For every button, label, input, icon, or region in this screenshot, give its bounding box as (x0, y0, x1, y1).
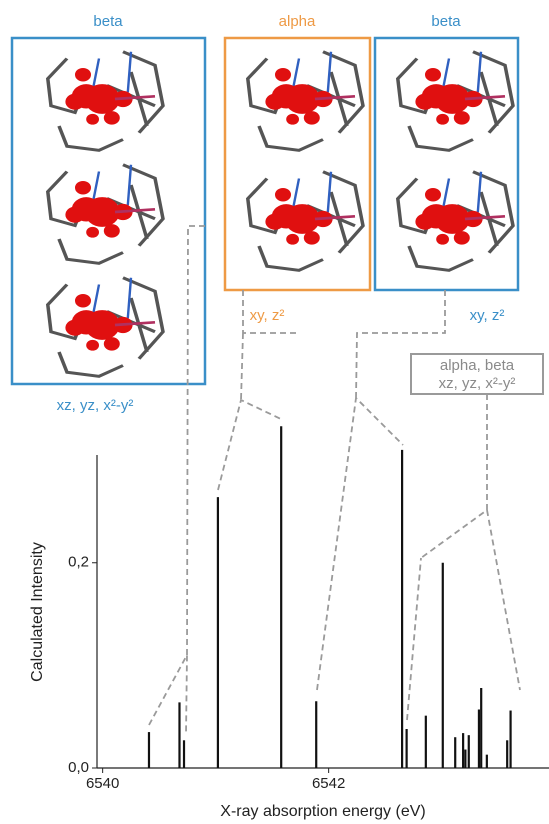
panel-label: alpha (279, 13, 316, 30)
orbital-label: xy, z² (470, 307, 505, 324)
orbital-label: xz, yz, x²-y² (57, 397, 134, 414)
orbital-label: xy, z² (250, 307, 285, 324)
panel-label: beta (93, 13, 123, 30)
x-tick-label: 6540 (86, 775, 119, 792)
panel (225, 38, 370, 290)
orbital-label: xz, yz, x²-y² (439, 375, 516, 392)
panel-label: beta (431, 13, 461, 30)
page: {"chart_data":{"type":"stick", "x_label"… (0, 0, 549, 824)
orbital-label: alpha, beta (440, 357, 515, 374)
y-axis-label: Calculated Intensity (29, 542, 46, 682)
chart: beta alpha beta xz, yz, x²-y² xy, z² xy,… (0, 0, 549, 824)
molecules (48, 52, 513, 377)
x-tick-label: 6542 (312, 775, 345, 792)
y-tick-label: 0,2 (68, 554, 89, 571)
x-axis-label: X-ray absorption energy (eV) (220, 803, 425, 820)
y-tick-label: 0,0 (68, 759, 89, 776)
